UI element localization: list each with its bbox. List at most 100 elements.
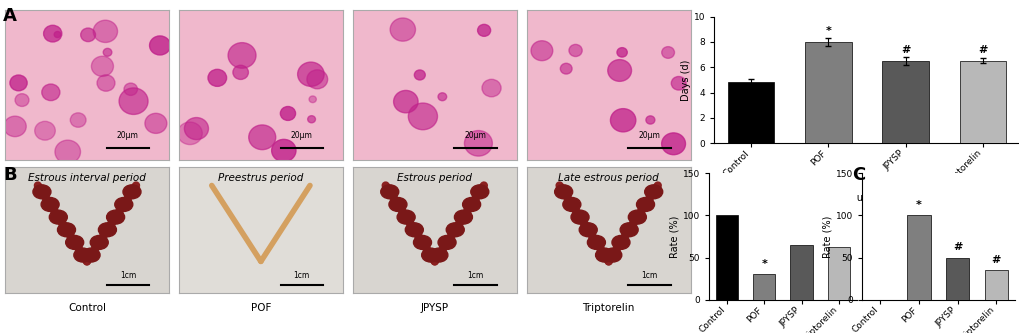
- Circle shape: [98, 223, 116, 237]
- Text: 20μm: 20μm: [117, 131, 139, 141]
- Circle shape: [97, 75, 115, 91]
- Text: JPYSP: JPYSP: [420, 303, 448, 313]
- Text: 1cm: 1cm: [467, 271, 483, 280]
- Circle shape: [44, 25, 62, 42]
- Circle shape: [298, 62, 324, 86]
- Circle shape: [413, 235, 431, 249]
- Circle shape: [429, 248, 447, 262]
- Circle shape: [559, 63, 572, 74]
- Y-axis label: Rate (%): Rate (%): [669, 215, 680, 258]
- Text: C: C: [851, 166, 864, 184]
- Bar: [752, 274, 774, 300]
- Text: B: B: [3, 166, 16, 184]
- Text: Control: Control: [68, 303, 106, 313]
- Text: Late estrous period: Late estrous period: [557, 173, 658, 183]
- Circle shape: [464, 131, 492, 156]
- Circle shape: [57, 223, 75, 237]
- Circle shape: [145, 113, 167, 134]
- Bar: [804, 42, 851, 143]
- Circle shape: [396, 210, 415, 224]
- Circle shape: [587, 235, 605, 249]
- Circle shape: [531, 41, 552, 61]
- Circle shape: [93, 20, 117, 43]
- Circle shape: [4, 116, 26, 137]
- Circle shape: [280, 107, 296, 121]
- Text: *: *: [915, 200, 921, 210]
- Circle shape: [115, 197, 132, 211]
- Circle shape: [645, 116, 654, 124]
- Circle shape: [661, 133, 685, 155]
- Circle shape: [308, 116, 315, 123]
- Bar: [907, 215, 929, 300]
- Bar: [715, 215, 738, 300]
- Circle shape: [463, 197, 480, 211]
- Circle shape: [33, 185, 51, 199]
- Circle shape: [628, 210, 646, 224]
- Text: Preestrus period: Preestrus period: [218, 173, 304, 183]
- Circle shape: [10, 75, 28, 91]
- Y-axis label: Rate (%): Rate (%): [822, 215, 833, 258]
- Circle shape: [554, 185, 572, 199]
- Circle shape: [54, 32, 61, 38]
- X-axis label: Estrous period: Estrous period: [832, 193, 901, 203]
- Text: Estrous interval period: Estrous interval period: [28, 173, 146, 183]
- Circle shape: [232, 65, 249, 80]
- Circle shape: [380, 185, 398, 199]
- Circle shape: [92, 56, 113, 76]
- Circle shape: [562, 197, 580, 211]
- Text: *: *: [824, 26, 830, 36]
- Circle shape: [307, 70, 327, 89]
- Bar: [826, 246, 849, 300]
- Text: #: #: [900, 45, 909, 55]
- Bar: [728, 83, 773, 143]
- Circle shape: [65, 235, 84, 249]
- Circle shape: [611, 235, 630, 249]
- Circle shape: [607, 60, 631, 81]
- Circle shape: [124, 83, 138, 96]
- Text: 1cm: 1cm: [641, 271, 657, 280]
- Bar: [946, 257, 968, 300]
- Circle shape: [35, 121, 55, 140]
- Circle shape: [482, 79, 500, 97]
- Circle shape: [184, 118, 208, 140]
- Circle shape: [228, 43, 256, 68]
- Circle shape: [414, 70, 425, 80]
- Circle shape: [571, 210, 588, 224]
- Text: #: #: [977, 45, 986, 55]
- Circle shape: [150, 36, 170, 55]
- Circle shape: [271, 140, 296, 162]
- Circle shape: [405, 223, 423, 237]
- Circle shape: [55, 140, 81, 164]
- Circle shape: [390, 18, 415, 41]
- Circle shape: [49, 210, 67, 224]
- Y-axis label: Days (d): Days (d): [680, 59, 690, 101]
- Circle shape: [103, 48, 112, 56]
- Circle shape: [609, 109, 635, 132]
- Circle shape: [309, 96, 316, 103]
- Circle shape: [70, 113, 86, 127]
- Circle shape: [603, 248, 622, 262]
- Text: *: *: [760, 259, 766, 269]
- Text: Triptorelin: Triptorelin: [582, 303, 634, 313]
- Bar: [881, 61, 928, 143]
- Circle shape: [82, 248, 100, 262]
- Text: 1cm: 1cm: [119, 271, 136, 280]
- Circle shape: [393, 91, 418, 113]
- Text: 20μm: 20μm: [290, 131, 313, 141]
- Circle shape: [595, 248, 613, 262]
- Circle shape: [454, 210, 472, 224]
- Circle shape: [42, 84, 60, 101]
- Circle shape: [437, 93, 446, 101]
- Circle shape: [208, 69, 226, 86]
- Circle shape: [636, 197, 654, 211]
- Circle shape: [644, 185, 662, 199]
- Circle shape: [661, 47, 674, 58]
- Bar: [983, 270, 1007, 300]
- Circle shape: [90, 235, 108, 249]
- Circle shape: [177, 122, 202, 145]
- Circle shape: [107, 210, 124, 224]
- Circle shape: [445, 223, 464, 237]
- Text: #: #: [952, 242, 962, 252]
- Circle shape: [569, 44, 582, 57]
- Circle shape: [421, 248, 439, 262]
